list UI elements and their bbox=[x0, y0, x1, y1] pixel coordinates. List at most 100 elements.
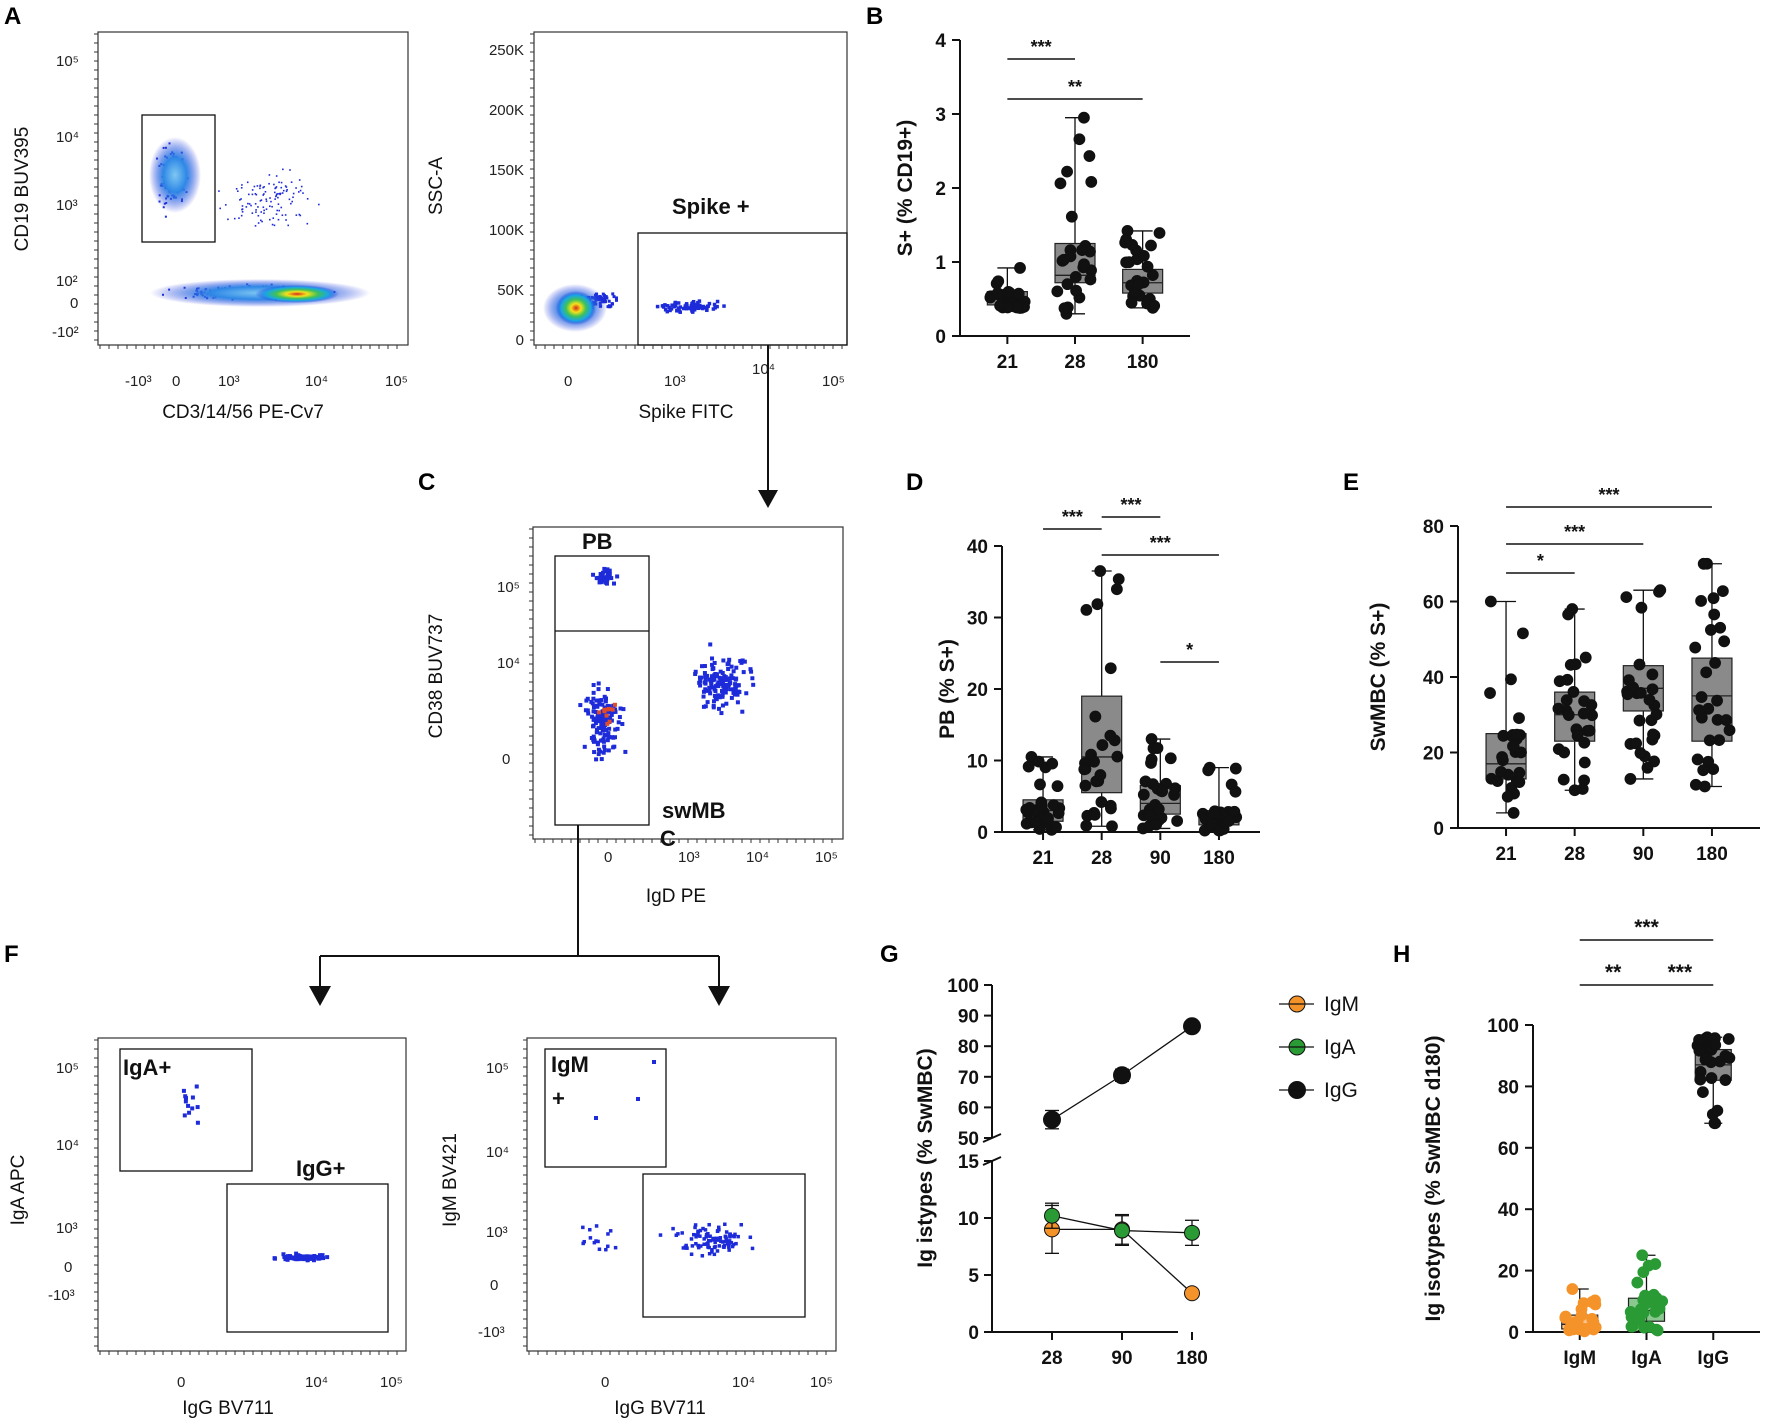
facs-dot bbox=[604, 581, 609, 586]
facs-dot bbox=[609, 576, 614, 581]
data-point bbox=[1705, 1072, 1718, 1084]
facs-dot bbox=[607, 726, 612, 731]
data-point bbox=[1702, 702, 1715, 715]
gate-igm-positive bbox=[544, 1048, 667, 1168]
y-tick-label: 1 bbox=[935, 253, 946, 274]
facs-dot bbox=[744, 691, 749, 696]
y-tick-a1-5: -10² bbox=[52, 324, 79, 341]
facs-dot bbox=[725, 677, 730, 682]
facs-dot bbox=[306, 222, 309, 225]
facs-dot bbox=[268, 182, 270, 185]
x-label-a1: CD3/14/56 PE-Cv7 bbox=[162, 402, 324, 423]
facs-dot bbox=[596, 1239, 600, 1244]
data-point bbox=[1046, 757, 1059, 770]
facs-dot-highlight bbox=[605, 721, 610, 726]
facs-dot bbox=[601, 292, 605, 296]
data-point bbox=[1693, 1033, 1705, 1046]
facs-dot bbox=[678, 305, 683, 309]
data-point bbox=[1035, 799, 1048, 812]
facs-dot bbox=[592, 750, 597, 755]
y-tick-f2-4: -10³ bbox=[478, 1324, 505, 1341]
facs-dot bbox=[742, 659, 747, 664]
panel-g-lineplot: 50 60 70 80 90 100 0 5 10 15 28 90 180 Ig istypes (% … bbox=[914, 976, 1208, 1369]
y-tick-label: 80 bbox=[1498, 1077, 1519, 1098]
significance-label: *** bbox=[1564, 522, 1585, 542]
data-point bbox=[1171, 815, 1184, 827]
panel-label-a: A bbox=[4, 3, 21, 30]
data-point bbox=[1164, 752, 1177, 765]
facs-dot bbox=[299, 1256, 304, 1261]
facs-dot bbox=[728, 1233, 732, 1237]
facs-dot bbox=[724, 1236, 728, 1241]
gate-igg-positive bbox=[226, 1183, 389, 1333]
facs-dot bbox=[718, 1236, 723, 1240]
significance-label: *** bbox=[1120, 495, 1141, 515]
x-tick-label: 28 bbox=[1091, 848, 1112, 869]
data-point bbox=[1088, 755, 1100, 768]
data-point bbox=[1002, 285, 1015, 298]
data-point bbox=[1647, 728, 1659, 741]
facs-dot bbox=[713, 1244, 717, 1249]
facs-dot-highlight bbox=[610, 707, 615, 712]
data-point bbox=[1145, 753, 1158, 766]
data-point bbox=[1711, 694, 1723, 707]
facs-dot bbox=[673, 303, 678, 308]
facs-dot bbox=[694, 1235, 698, 1239]
data-point bbox=[1695, 595, 1707, 607]
facs-dot bbox=[730, 676, 735, 681]
facs-dot bbox=[194, 1084, 199, 1089]
facs-dot bbox=[259, 187, 261, 190]
facs-dot bbox=[705, 1241, 710, 1246]
facs-dot bbox=[253, 185, 256, 188]
data-point bbox=[1553, 675, 1566, 688]
facs-dot bbox=[594, 1224, 599, 1228]
facs-dot bbox=[693, 1225, 697, 1230]
facs-dot bbox=[724, 701, 729, 706]
facs-dot bbox=[292, 192, 295, 195]
y-label-f1: IgA APC bbox=[8, 1155, 29, 1226]
data-point bbox=[1051, 780, 1064, 793]
y-tick-label: 0 bbox=[968, 1323, 979, 1344]
facs-dot bbox=[717, 675, 722, 680]
facs-dot bbox=[652, 1060, 656, 1064]
data-point bbox=[1633, 658, 1646, 671]
facs-dot bbox=[721, 684, 726, 689]
y-tick-a2-3: 100K bbox=[489, 222, 524, 239]
facs-dot bbox=[701, 704, 706, 709]
data-point bbox=[1080, 819, 1093, 832]
data-point bbox=[1047, 799, 1060, 812]
x-tick-label: IgM bbox=[1563, 1348, 1596, 1369]
facs-dot bbox=[219, 207, 221, 210]
facs-dot bbox=[722, 304, 726, 308]
facs-dot bbox=[260, 219, 262, 222]
facs-dot bbox=[694, 305, 698, 309]
data-point bbox=[1070, 284, 1082, 297]
facs-dot bbox=[282, 1254, 287, 1259]
facs-dot bbox=[710, 1250, 714, 1254]
facs-dot bbox=[292, 196, 294, 199]
facs-dot bbox=[703, 1228, 708, 1232]
facs-dot bbox=[692, 302, 697, 307]
facs-frame-f2 bbox=[526, 1037, 837, 1352]
gate-label-c-o: C bbox=[660, 826, 676, 851]
facs-dot bbox=[610, 302, 614, 306]
facs-dot bbox=[591, 736, 596, 741]
facs-dot bbox=[609, 735, 614, 740]
facs-dot bbox=[701, 1226, 705, 1231]
facs-dot bbox=[717, 695, 722, 700]
y-tick-label: 20 bbox=[1423, 744, 1444, 765]
data-point bbox=[1707, 592, 1720, 605]
data-point bbox=[1069, 271, 1082, 283]
ticks-c bbox=[529, 528, 833, 843]
data-point bbox=[1128, 286, 1141, 299]
facs-dot bbox=[615, 574, 620, 579]
facs-dot bbox=[713, 1240, 717, 1245]
facs-dot bbox=[290, 202, 292, 205]
data-point bbox=[1104, 729, 1117, 742]
facs-dot bbox=[254, 193, 257, 195]
series-point-igg bbox=[1043, 1110, 1061, 1129]
facs-dot bbox=[733, 686, 738, 691]
facs-dot bbox=[606, 1244, 610, 1249]
facs-dot bbox=[588, 1227, 592, 1232]
